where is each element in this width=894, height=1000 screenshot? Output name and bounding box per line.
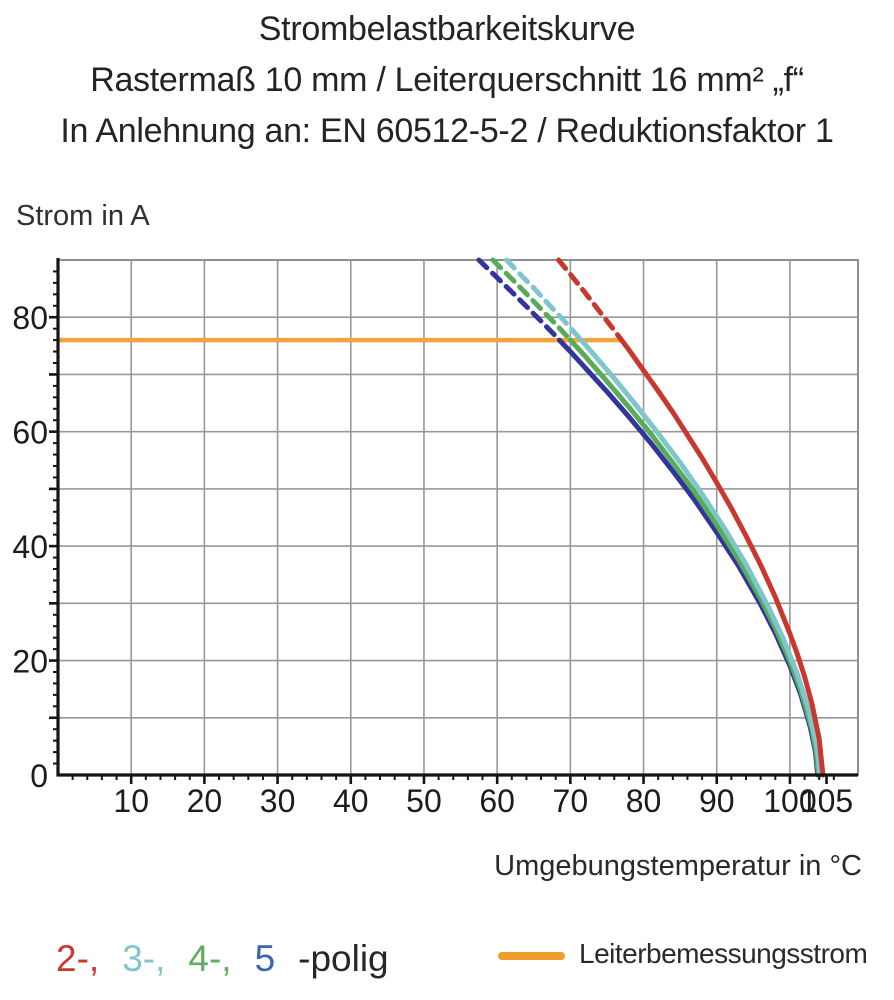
y-tick-label: 20: [12, 644, 48, 680]
legend-pole-3: 3-,: [122, 938, 166, 979]
x-axis-title: Umgebungstemperatur in °C: [494, 850, 862, 882]
legend-pole-5: 5: [254, 938, 276, 979]
poles-legend-suffix: -polig: [298, 938, 389, 979]
curve-solid-5-polig: [556, 337, 821, 778]
curve-dashed-2-polig: [556, 257, 625, 343]
y-tick-label: 60: [12, 415, 48, 451]
x-tick-label: 50: [406, 783, 442, 819]
rated-current-line-swatch: [498, 952, 565, 960]
y-tick-label: 0: [30, 758, 48, 794]
poles-legend-items: 2-, 3-, 4-, 5: [56, 938, 275, 980]
x-tick-label: 105: [800, 783, 853, 819]
chart-title-line2: Rastermaß 10 mm / Leiterquerschnitt 16 m…: [90, 61, 804, 99]
curve-solid-3-polig: [578, 337, 823, 778]
x-tick-label: 70: [553, 783, 589, 819]
curve-solid-2-polig: [619, 337, 826, 778]
rated-current-legend-label: Leiterbemessungsstrom: [579, 938, 868, 969]
x-tick-label: 30: [260, 783, 296, 819]
rated-current-legend: Leiterbemessungsstrom: [498, 938, 868, 970]
x-tick-label: 40: [333, 783, 369, 819]
y-axis-title: Strom in A: [16, 200, 150, 232]
chart-title: Strombelastbarkeitskurve Rastermaß 10 mm…: [0, 4, 894, 157]
legend-pole-4: 4-,: [188, 938, 232, 979]
y-tick-label: 40: [12, 529, 48, 565]
curve-dashed-3-polig: [504, 257, 584, 343]
x-tick-label: 100: [763, 783, 816, 819]
curve-dashed-4-polig: [490, 257, 573, 343]
legend-pole-2: 2-,: [56, 938, 100, 979]
x-tick-label: 80: [626, 783, 662, 819]
x-tick-label: 60: [479, 783, 515, 819]
x-tick-label: 20: [187, 783, 223, 819]
curve-dashed-5-polig: [476, 257, 562, 343]
poles-legend: 2-, 3-, 4-, 5 -polig: [56, 938, 389, 980]
x-tick-label: 90: [699, 783, 735, 819]
y-tick-label: 80: [12, 300, 48, 336]
chart-title-line3: In Anlehnung an: EN 60512-5-2 / Reduktio…: [60, 112, 834, 150]
chart-title-line1: Strombelastbarkeitskurve: [258, 10, 636, 48]
curve-solid-4-polig: [567, 337, 821, 778]
x-tick-label: 10: [113, 783, 149, 819]
